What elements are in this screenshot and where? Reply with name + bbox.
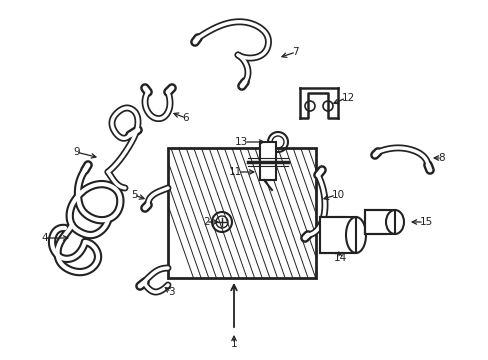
Bar (168, 148, 315, 278)
Bar (260, 142, 275, 180)
Text: 11: 11 (228, 167, 242, 177)
Text: 1: 1 (230, 339, 237, 349)
Text: 6: 6 (182, 113, 188, 123)
Text: 13: 13 (234, 137, 247, 147)
Text: 9: 9 (73, 147, 80, 157)
Text: 2: 2 (203, 217, 209, 227)
Text: 12: 12 (341, 93, 354, 103)
Text: 15: 15 (419, 217, 432, 227)
Bar (319, 217, 355, 253)
Text: 10: 10 (331, 190, 345, 200)
Text: 7: 7 (291, 47, 298, 57)
Text: 8: 8 (437, 153, 444, 163)
Text: 5: 5 (131, 190, 138, 200)
Bar (364, 210, 394, 234)
Text: 14: 14 (333, 253, 346, 263)
Text: 3: 3 (168, 287, 175, 297)
Text: 4: 4 (41, 233, 48, 243)
